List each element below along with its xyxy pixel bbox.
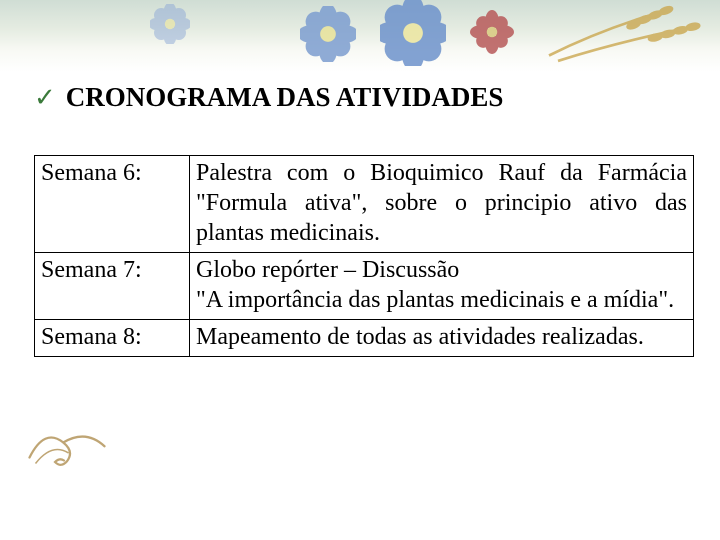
table-row: Semana 7: Globo repórter – Discussão"A i… bbox=[35, 253, 694, 320]
week-cell: Semana 8: bbox=[35, 320, 190, 357]
slide-title: CRONOGRAMA DAS ATIVIDADES bbox=[66, 82, 504, 113]
table-row: Semana 8: Mapeamento de todas as ativida… bbox=[35, 320, 694, 357]
decorative-curl-icon bbox=[22, 420, 112, 480]
description-cell: Palestra com o Bioquimico Rauf da Farmác… bbox=[190, 156, 694, 253]
schedule-table: Semana 6: Palestra com o Bioquimico Rauf… bbox=[34, 155, 694, 357]
slide-content: ✓ CRONOGRAMA DAS ATIVIDADES Semana 6: Pa… bbox=[0, 0, 720, 357]
title-row: ✓ CRONOGRAMA DAS ATIVIDADES bbox=[34, 82, 686, 113]
week-cell: Semana 7: bbox=[35, 253, 190, 320]
description-cell: Globo repórter – Discussão"A importância… bbox=[190, 253, 694, 320]
week-cell: Semana 6: bbox=[35, 156, 190, 253]
description-cell: Mapeamento de todas as atividades realiz… bbox=[190, 320, 694, 357]
table-row: Semana 6: Palestra com o Bioquimico Rauf… bbox=[35, 156, 694, 253]
check-icon: ✓ bbox=[34, 85, 56, 111]
